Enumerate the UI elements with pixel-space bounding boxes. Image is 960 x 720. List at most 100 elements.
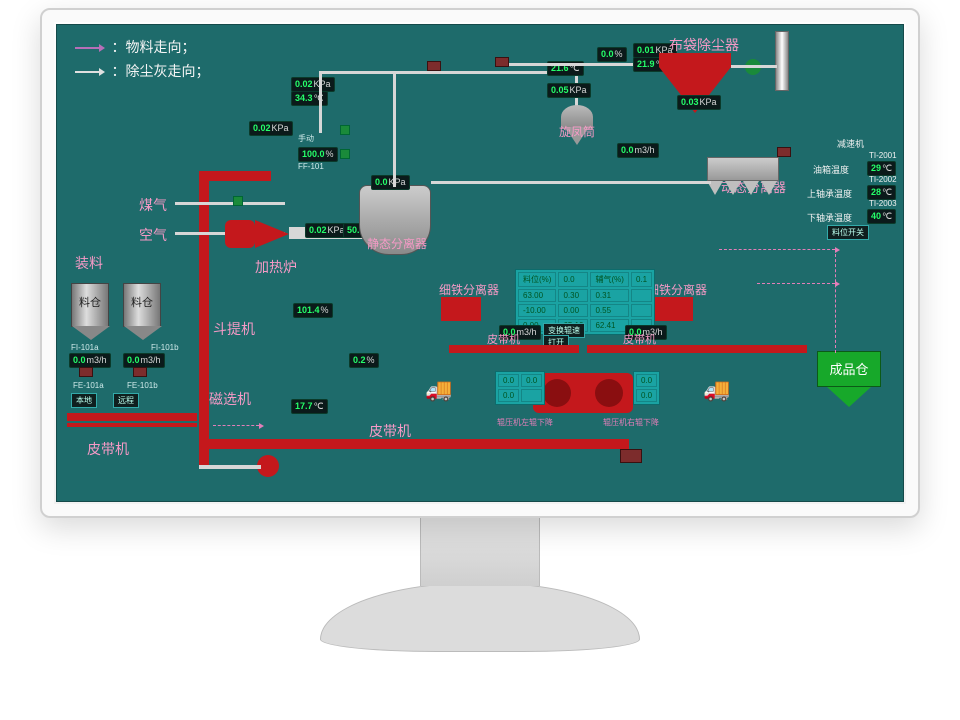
- motor-icon: [427, 61, 441, 71]
- label-belt-bottom: 皮带机: [369, 421, 411, 441]
- motor-icon: [620, 449, 642, 463]
- btn-remote[interactable]: 远程: [113, 393, 139, 408]
- readout-p5: 0.02KPa: [305, 223, 349, 238]
- unit: %: [326, 149, 334, 160]
- pipe-dyn: [577, 181, 711, 184]
- unit: %: [321, 305, 329, 316]
- ti2002-id: TI-2002: [869, 175, 897, 184]
- val: 0.03: [681, 97, 699, 108]
- valve-icon[interactable]: [340, 149, 350, 159]
- val: 29: [871, 163, 881, 174]
- readout-pct1: 101.4%: [293, 303, 333, 318]
- belt-1b: [67, 423, 197, 427]
- belt-1: [67, 413, 197, 421]
- label-cyclone: 旋凤筒: [559, 123, 595, 140]
- fi101b-readout: 0.0 m3/h: [123, 353, 165, 368]
- label-upper-bearing: 上轴承温度: [807, 187, 852, 200]
- unit: ℃: [882, 211, 892, 222]
- valve-icon[interactable]: [340, 125, 350, 135]
- label-fine-iron-2: 细铁分离器: [647, 281, 707, 298]
- label-reducer: 减速机: [837, 137, 864, 150]
- unit: ℃: [882, 187, 892, 198]
- label-belt-2: 皮带机: [487, 331, 520, 347]
- cell: 0.0: [636, 389, 657, 402]
- pipe-return: [199, 465, 261, 469]
- cell: 0.00: [558, 304, 588, 317]
- pipe-to-chimney: [731, 65, 777, 68]
- unit: KPa: [272, 123, 289, 134]
- cell: 63.00: [518, 289, 556, 302]
- pipe-up: [393, 71, 396, 187]
- flow-arrow: [213, 425, 259, 426]
- val: 0.02: [253, 123, 271, 134]
- ff101-mode: 手动: [298, 133, 338, 144]
- motor-icon: [777, 147, 791, 157]
- legend-dust-text: ：除尘灰走向；: [111, 63, 209, 79]
- cell: 0.0: [521, 374, 542, 387]
- cell: 0.1: [631, 272, 652, 287]
- val: 17.7: [295, 401, 313, 412]
- unit: ℃: [882, 163, 892, 174]
- roller-panel-right: 0.0 0.0: [633, 371, 660, 405]
- ff101-group: 手动 100.0% FF-101: [298, 133, 338, 171]
- silo-a-label: 料仓: [72, 294, 108, 310]
- cell: 0.55: [590, 304, 628, 317]
- readout-ti2001: 29℃: [867, 161, 896, 176]
- readout-p1: 0.02KPa: [291, 77, 335, 92]
- label-fine-iron-1: 细铁分离器: [439, 281, 499, 298]
- product-bin: 成品仓: [817, 351, 881, 387]
- label-air: 空气: [139, 225, 167, 245]
- label-magnetic: 磁选机: [209, 389, 251, 409]
- unit: %: [367, 355, 375, 366]
- readout-ti2002: 28℃: [867, 185, 896, 200]
- fi101a-readout: 0.0 m3/h: [69, 353, 111, 368]
- motor-icon: [133, 367, 147, 377]
- val: 34.3: [295, 93, 313, 104]
- label-belt-3: 皮带机: [623, 331, 656, 347]
- legend-dust-row: ：除尘灰走向；: [75, 61, 209, 81]
- fi101b-unit: m3/h: [141, 355, 161, 366]
- unit: ℃: [314, 401, 324, 412]
- valve-icon[interactable]: [233, 196, 243, 206]
- bag-filter-top: [659, 53, 731, 67]
- dynamic-classifier-hoppers: [707, 181, 777, 200]
- unit: KPa: [314, 79, 331, 90]
- btn-material-level[interactable]: 料位开关: [827, 225, 869, 240]
- unit: KPa: [389, 177, 406, 188]
- unit: %: [615, 49, 623, 60]
- label-coalgas: 煤气: [139, 195, 167, 215]
- readout-ti2003: 40℃: [867, 209, 896, 224]
- fi101a-val: 0.0: [73, 355, 86, 366]
- arrow-icon: [75, 47, 101, 55]
- val: 0.02: [295, 79, 313, 90]
- btn-local[interactable]: 本地: [71, 393, 97, 408]
- cell: 0.0: [558, 272, 588, 287]
- cell: 0.0: [498, 389, 519, 402]
- val: 0.0: [375, 177, 388, 188]
- bucket-elevator-bar: [199, 171, 209, 467]
- legend-material-text: ：物料走向；: [111, 39, 195, 55]
- label-bucket-elevator: 斗提机: [213, 319, 255, 339]
- belt-bottom: [199, 439, 629, 449]
- cell: [631, 304, 652, 317]
- label-furnace: 加热炉: [255, 257, 297, 277]
- cell: 料位(%): [518, 272, 556, 287]
- cell: 0.31: [590, 289, 628, 302]
- fi101b-val: 0.0: [127, 355, 140, 366]
- unit: m3/h: [635, 145, 655, 156]
- fi101b-id: FI-101b: [151, 343, 179, 352]
- fi101a-unit: m3/h: [87, 355, 107, 366]
- ff101-pct: 100.0%: [298, 147, 338, 162]
- val: 0.2: [353, 355, 366, 366]
- truck-icon: 🚚: [703, 377, 730, 403]
- pipe-c-bf: [507, 63, 649, 66]
- val: 0.01: [637, 45, 655, 56]
- pipe-left-down: [319, 71, 322, 133]
- monitor-frame: ：物料走向； ：除尘灰走向； 装料 料仓 料仓 FI-101a 0.0 m3/h…: [40, 8, 920, 518]
- cell: [631, 289, 652, 302]
- readout-t3: 17.7℃: [291, 399, 328, 414]
- monitor-base: [320, 582, 640, 652]
- scada-screen: ：物料走向； ：除尘灰走向； 装料 料仓 料仓 FI-101a 0.0 m3/h…: [56, 24, 904, 502]
- readout-t1: 34.3℃: [291, 91, 328, 106]
- chimney: [775, 31, 789, 91]
